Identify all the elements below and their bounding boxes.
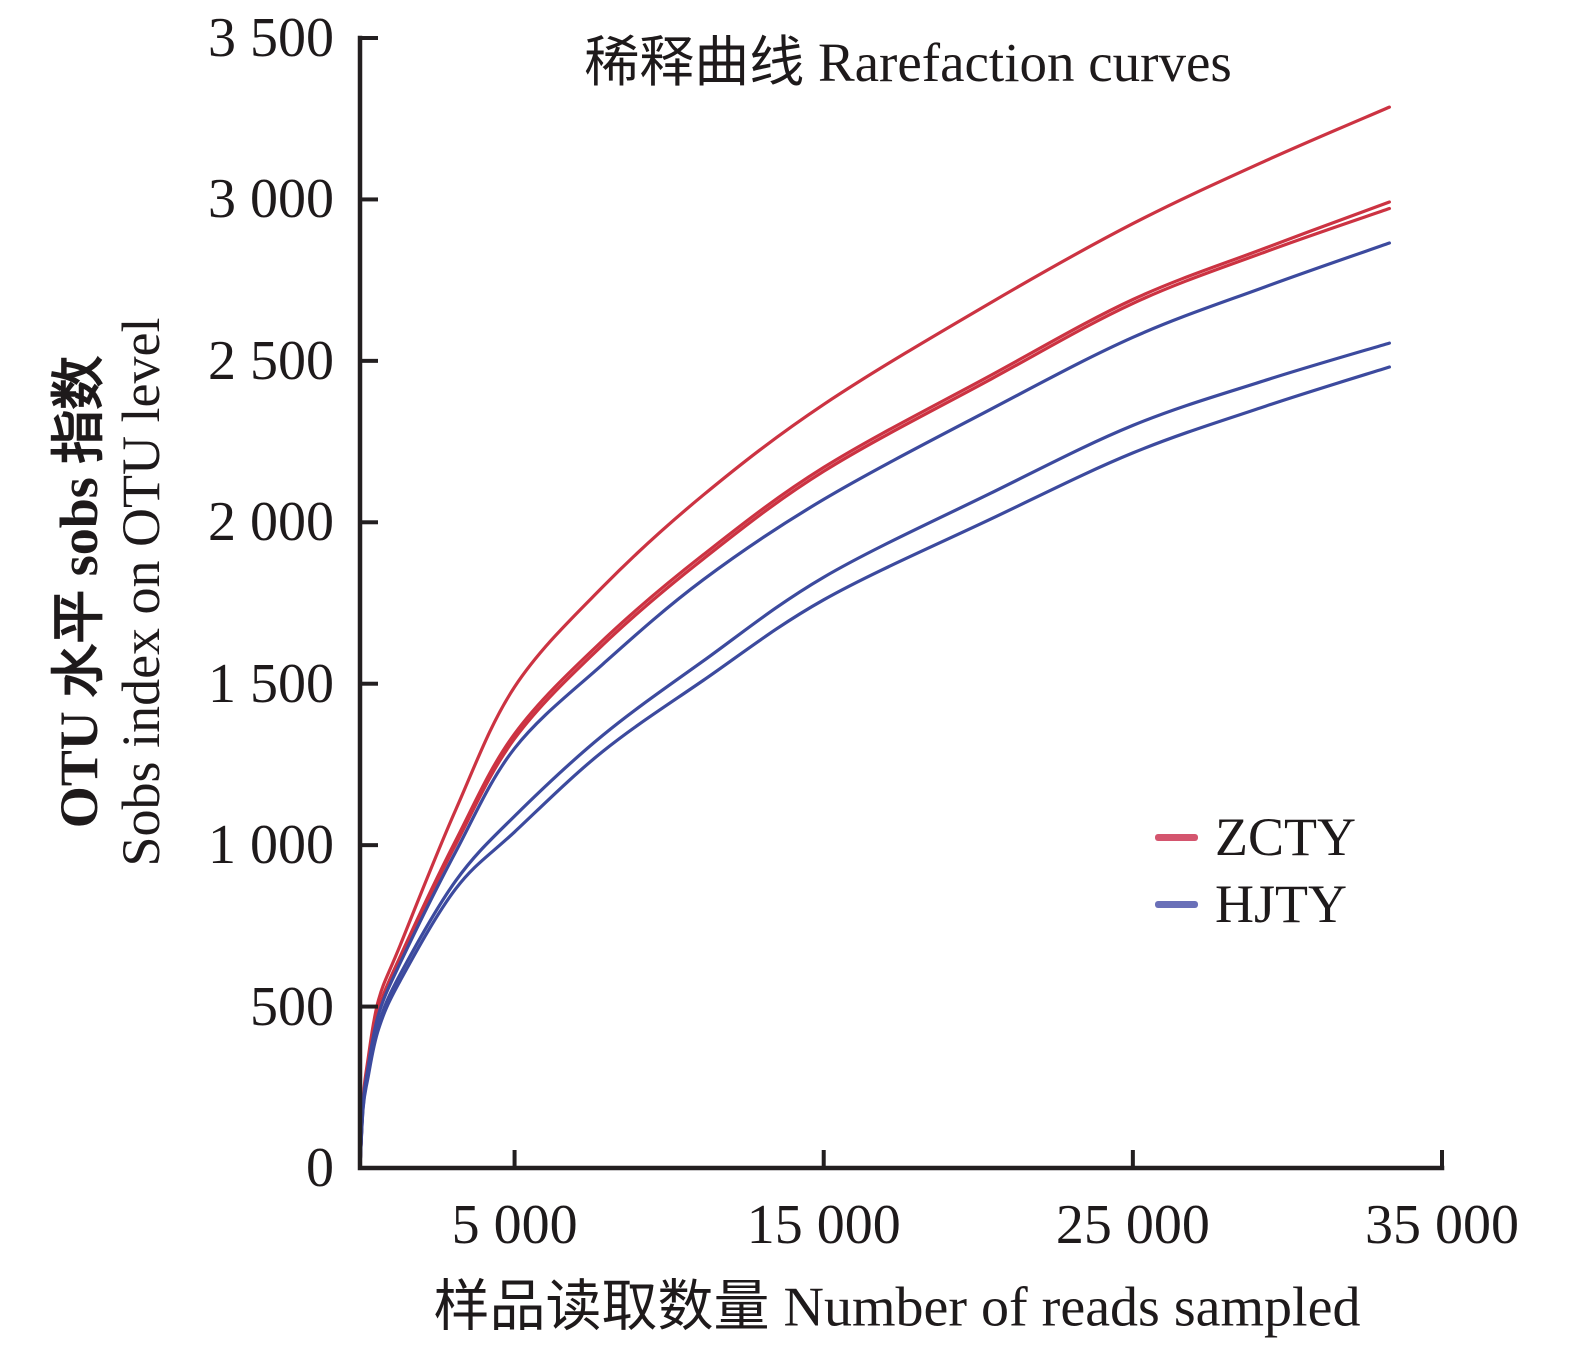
y-tick-label: 500 [250, 975, 334, 1038]
y-axis-title: OTU 水平 sobs 指数 Sobs index on OTU level [48, 318, 172, 867]
hjty-line-swatch-icon [1155, 900, 1198, 908]
y-tick-label: 1 000 [208, 814, 334, 877]
y-axis-title-zh: OTU 水平 sobs 指数 [49, 355, 109, 829]
y-tick-label: 3 000 [208, 168, 334, 231]
x-tick-label: 25 000 [1055, 1194, 1210, 1256]
legend-item-zcty: ZCTY [1155, 809, 1356, 865]
legend-label-zcty: ZCTY [1215, 807, 1356, 867]
axis-frame [357, 35, 1445, 1171]
y-tick-label: 2 000 [208, 491, 334, 554]
chart-title: 稀释曲线 Rarefaction curves [584, 32, 1232, 93]
zcty-line-swatch-icon [1155, 833, 1198, 841]
y-axis-title-en: Sobs index on OTU level [111, 317, 171, 867]
y-tick-label: 0 [306, 1137, 334, 1199]
legend-item-hjty: HJTY [1155, 876, 1347, 932]
curve-HJTY-3 [358, 365, 1391, 1170]
x-tick-label: 5 000 [451, 1194, 578, 1256]
y-tick-label: 1 500 [208, 652, 334, 715]
x-tick-label: 15 000 [746, 1194, 901, 1256]
curve-HJTY-1 [358, 241, 1391, 1170]
curve-HJTY-2 [358, 341, 1391, 1170]
y-tick-label: 3 500 [208, 7, 334, 69]
y-tick-label: 2 500 [208, 329, 334, 392]
x-tick-label: 35 000 [1365, 1194, 1519, 1256]
curve-ZCTY-1 [358, 105, 1391, 1170]
x-axis-title: 样品读取数量 Number of reads sampled [433, 1276, 1361, 1339]
legend-label-hjty: HJTY [1215, 874, 1347, 934]
